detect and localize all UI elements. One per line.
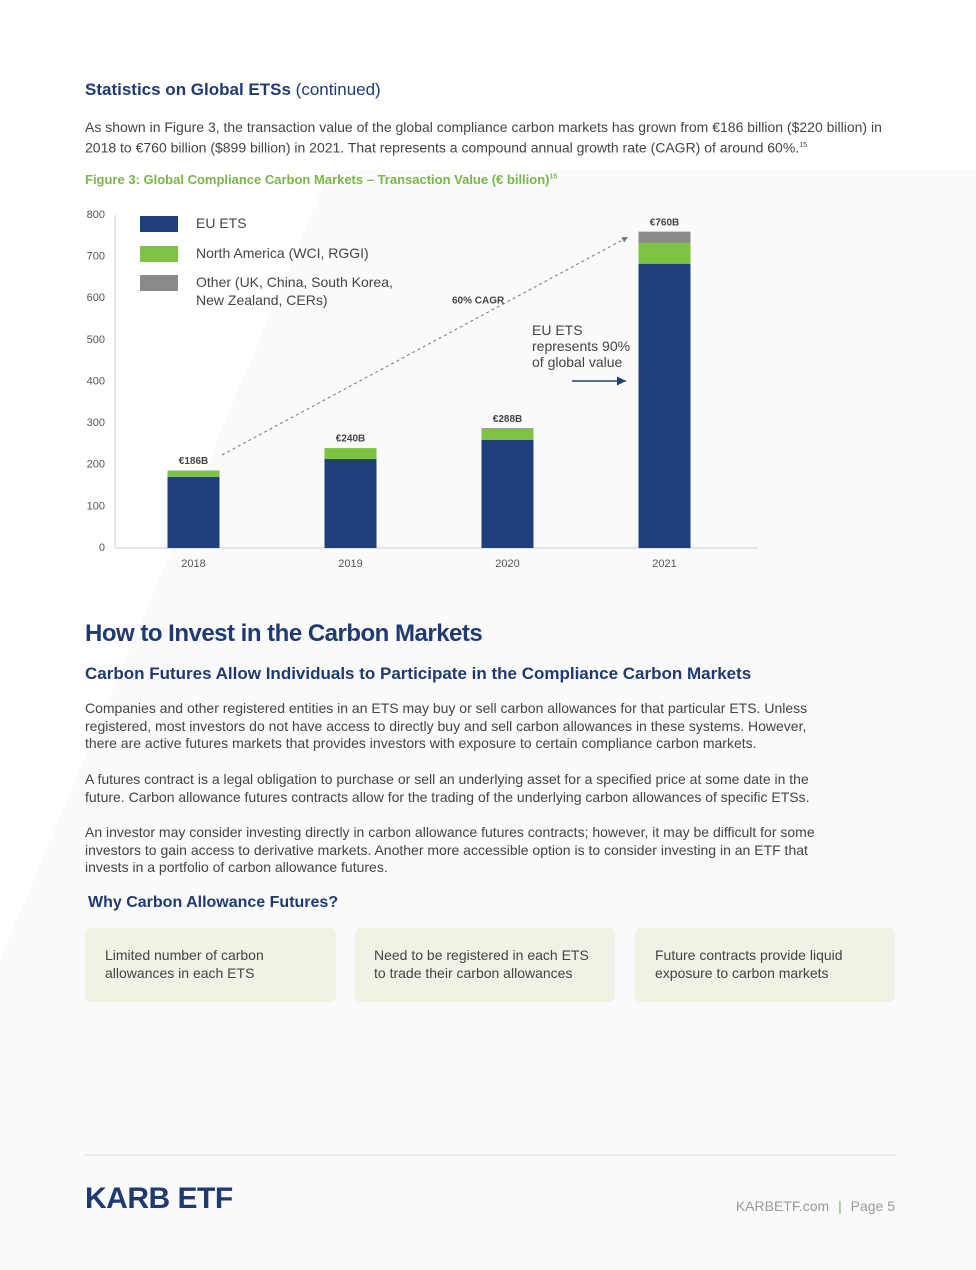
total-label: €240B: [336, 434, 365, 445]
paragraph: A futures contract is a legal obligation…: [85, 771, 810, 805]
section-heading: Statistics on Global ETSs (continued): [85, 80, 381, 100]
total-label: €760B: [650, 217, 679, 228]
y-tick-label: 200: [87, 459, 105, 471]
y-tick-label: 700: [87, 251, 105, 263]
paragraph: As shown in Figure 3, the transaction va…: [85, 119, 890, 157]
y-tick-label: 300: [87, 417, 105, 429]
figure-title: Figure 3: Global Compliance Carbon Marke…: [85, 172, 557, 187]
annotation: 60% CAGR: [452, 296, 505, 307]
chart: 60% CAGR 0 100 200 300 400 500 600 700 800 2018 €1…: [87, 209, 758, 570]
y-tick-label: 600: [87, 292, 105, 304]
y-tick-label: 400: [87, 375, 105, 387]
heading-suffix: (continued): [295, 80, 381, 99]
bar-segment: [638, 242, 691, 264]
info-box: Need to be registered in each ETS to tra…: [355, 928, 615, 1002]
legend-swatch: [140, 275, 178, 291]
y-tick-label: 800: [87, 209, 105, 221]
legend-label: EU ETS: [196, 215, 247, 231]
footnote: 15: [799, 141, 807, 149]
bar-segment: [324, 458, 377, 548]
heading: Statistics on Global ETSs: [85, 80, 291, 99]
bar-segment: [481, 428, 534, 429]
total-label: €186B: [179, 456, 208, 467]
legend-label: North America (WCI, RGGI): [196, 245, 369, 261]
bar-segment: [638, 231, 691, 243]
paragraph: Companies and other registered entities …: [85, 700, 808, 751]
legend-label: Other (UK, China, South Korea, New Zeala…: [196, 274, 393, 308]
bar-segment: [481, 439, 534, 548]
section-heading: How to Invest in the Carbon Markets: [85, 620, 483, 647]
info-box: Limited number of carbon allowances in e…: [85, 928, 336, 1002]
legend-swatch: [140, 246, 178, 262]
cagr-arrow: [221, 236, 629, 456]
text: Figure 3: Global Compliance Carbon Marke…: [85, 172, 550, 187]
bar-segment: [324, 448, 377, 459]
legend-swatch: [140, 216, 178, 232]
y-tick-label: 500: [87, 334, 105, 346]
total-label: €288B: [493, 414, 522, 425]
x-tick-label: 2018: [181, 558, 205, 570]
subheading: Carbon Futures Allow Individuals to Part…: [85, 664, 752, 683]
y-tick-label: 100: [87, 500, 105, 512]
separator: |: [838, 1198, 842, 1214]
x-tick-label: 2021: [652, 558, 676, 570]
annotation: EU ETS represents 90% of global value: [532, 322, 631, 370]
x-tick-label: 2020: [495, 558, 519, 570]
footnote: 15: [549, 173, 558, 181]
site: KARBETF.com: [735, 1198, 830, 1214]
page-number: Page 5: [850, 1198, 895, 1214]
info-box: Future contracts provide liquid exposure…: [635, 928, 895, 1002]
logo: KARB ETF: [85, 1182, 233, 1215]
bar-segment: [481, 428, 534, 440]
why-heading: Why Carbon Allowance Futures?: [88, 894, 339, 911]
footer-info: KARBETF.com | Page 5: [736, 1198, 895, 1214]
y-tick-label: 0: [99, 542, 105, 554]
text: As shown in Figure 3, the transaction va…: [85, 119, 882, 156]
bar-segment: [167, 476, 220, 548]
paragraph: An investor may consider investing direc…: [85, 824, 815, 875]
x-tick-label: 2019: [338, 558, 362, 570]
bar-segment: [167, 470, 220, 477]
bar-segment: [638, 263, 691, 548]
